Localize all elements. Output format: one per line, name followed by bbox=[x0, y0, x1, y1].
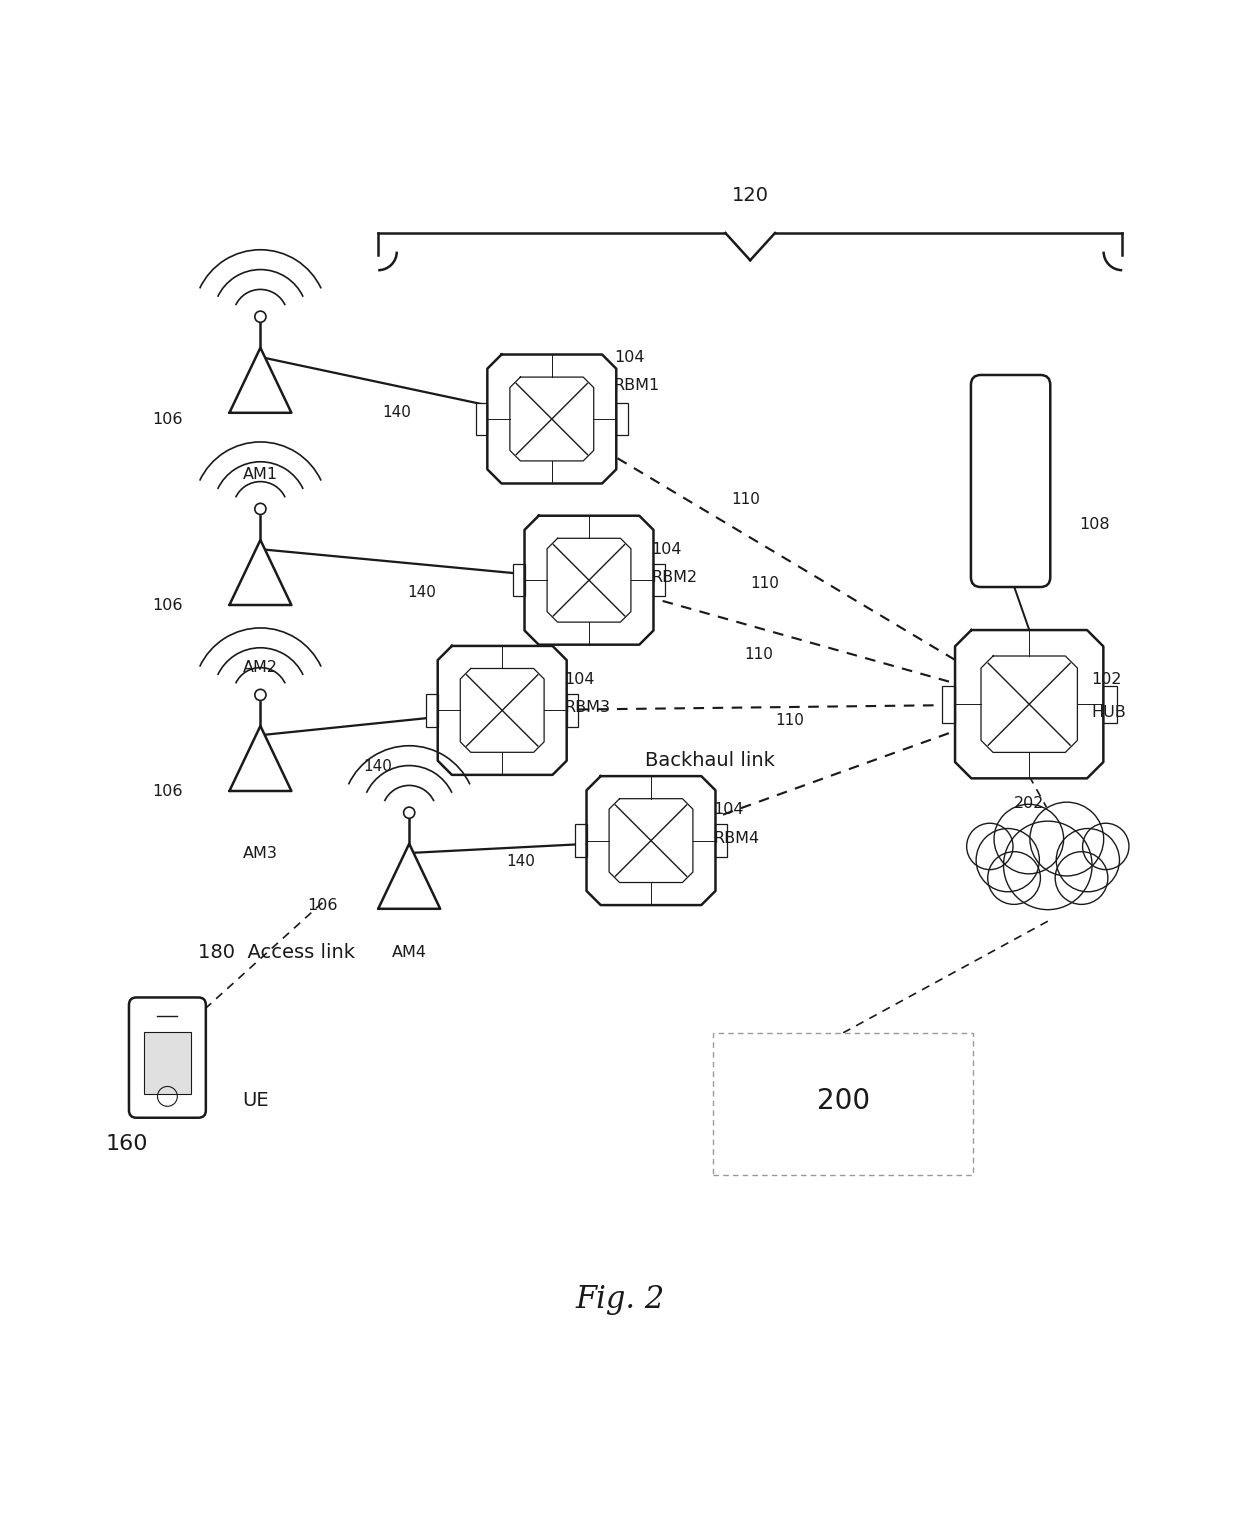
Circle shape bbox=[1055, 851, 1107, 904]
Circle shape bbox=[994, 804, 1064, 874]
Bar bbox=[941, 686, 955, 722]
Text: 104: 104 bbox=[614, 350, 645, 365]
Bar bbox=[476, 403, 487, 435]
Text: 106: 106 bbox=[153, 783, 182, 798]
Circle shape bbox=[976, 828, 1039, 892]
Text: UE: UE bbox=[242, 1091, 268, 1111]
Polygon shape bbox=[229, 727, 291, 790]
Text: 180  Access link: 180 Access link bbox=[198, 942, 356, 962]
Text: 202: 202 bbox=[1014, 796, 1044, 810]
Text: 108: 108 bbox=[1079, 517, 1110, 532]
Text: 102: 102 bbox=[1091, 672, 1122, 687]
Text: 140: 140 bbox=[407, 585, 436, 600]
Text: Fig. 2: Fig. 2 bbox=[575, 1284, 665, 1315]
Text: AM3: AM3 bbox=[243, 845, 278, 860]
Polygon shape bbox=[955, 631, 1104, 778]
Polygon shape bbox=[229, 348, 291, 413]
Polygon shape bbox=[525, 515, 653, 644]
Circle shape bbox=[254, 503, 265, 514]
Text: 140: 140 bbox=[506, 854, 536, 869]
Text: 106: 106 bbox=[153, 412, 182, 427]
Text: RBM3: RBM3 bbox=[564, 701, 610, 716]
Text: 104: 104 bbox=[564, 672, 595, 687]
Circle shape bbox=[1056, 828, 1120, 892]
Bar bbox=[575, 824, 587, 857]
Polygon shape bbox=[438, 646, 567, 775]
Text: 110: 110 bbox=[750, 576, 779, 591]
Text: 120: 120 bbox=[732, 187, 769, 205]
Circle shape bbox=[254, 690, 265, 701]
Bar bbox=[567, 695, 578, 727]
Circle shape bbox=[967, 824, 1013, 869]
Text: RBM4: RBM4 bbox=[713, 830, 759, 845]
Text: 110: 110 bbox=[732, 492, 760, 508]
Polygon shape bbox=[378, 844, 440, 909]
Bar bbox=[427, 695, 438, 727]
Text: 140: 140 bbox=[363, 758, 393, 774]
Text: 104: 104 bbox=[651, 541, 682, 556]
FancyBboxPatch shape bbox=[971, 375, 1050, 587]
Text: 106: 106 bbox=[308, 898, 337, 912]
Text: 110: 110 bbox=[775, 713, 804, 728]
Text: 160: 160 bbox=[105, 1134, 148, 1154]
FancyBboxPatch shape bbox=[129, 997, 206, 1117]
Polygon shape bbox=[587, 777, 715, 904]
Circle shape bbox=[1083, 824, 1128, 869]
Text: Backhaul link: Backhaul link bbox=[645, 751, 775, 769]
Text: RBM1: RBM1 bbox=[614, 378, 660, 394]
FancyBboxPatch shape bbox=[144, 1032, 191, 1094]
Bar bbox=[653, 564, 665, 596]
Text: HUB: HUB bbox=[1091, 705, 1126, 720]
Text: AM2: AM2 bbox=[243, 660, 278, 675]
Circle shape bbox=[1030, 803, 1104, 876]
FancyBboxPatch shape bbox=[713, 1032, 973, 1175]
Bar bbox=[715, 824, 727, 857]
Circle shape bbox=[254, 312, 265, 322]
Polygon shape bbox=[487, 354, 616, 483]
Circle shape bbox=[1003, 821, 1092, 909]
Text: 140: 140 bbox=[382, 406, 412, 421]
Circle shape bbox=[988, 851, 1040, 904]
Text: RBM2: RBM2 bbox=[651, 570, 697, 585]
Bar bbox=[1104, 686, 1117, 722]
Text: 106: 106 bbox=[153, 597, 182, 613]
Bar bbox=[513, 564, 525, 596]
Text: 200: 200 bbox=[817, 1087, 869, 1116]
Bar bbox=[616, 403, 627, 435]
Text: 110: 110 bbox=[744, 648, 773, 663]
Text: 104: 104 bbox=[713, 803, 744, 818]
Polygon shape bbox=[229, 540, 291, 605]
Circle shape bbox=[404, 807, 414, 818]
Text: AM1: AM1 bbox=[243, 467, 278, 482]
Text: AM4: AM4 bbox=[392, 945, 427, 959]
